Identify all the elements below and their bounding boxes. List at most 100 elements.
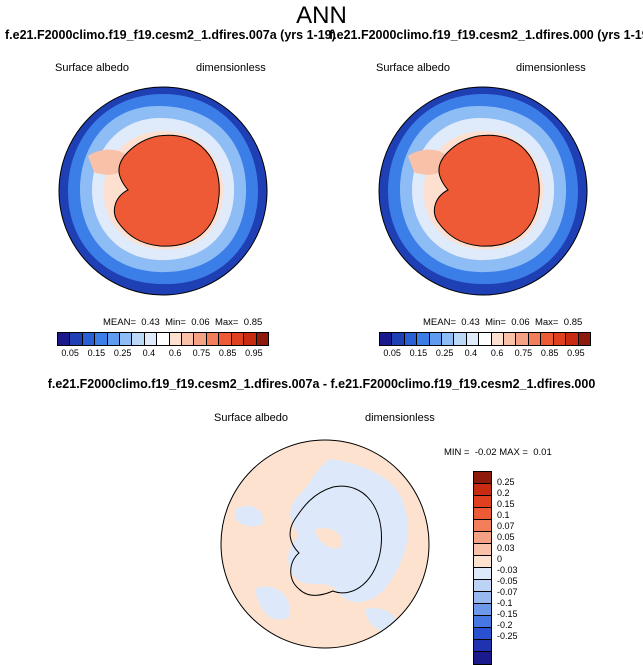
- colorbar-swatch: [169, 333, 183, 345]
- colorbar-tick-label: 0.4: [142, 348, 156, 358]
- colorbar-swatch: [578, 333, 590, 345]
- colorbar-swatch: [474, 640, 491, 652]
- colorbar-swatch: [474, 568, 491, 580]
- colorbar-tick-label: -0.07: [497, 587, 518, 597]
- colorbar-swatch: [392, 333, 405, 345]
- colorbar-swatch: [553, 333, 567, 345]
- colorbar-tick-label: 0.75: [192, 348, 211, 358]
- colorbar-swatch: [206, 333, 220, 345]
- colorbar-tick-label: 0.6: [168, 348, 182, 358]
- diff-polar-map: [220, 439, 430, 649]
- left-variable-label: Surface albedo: [55, 62, 129, 74]
- colorbar-swatch: [474, 508, 491, 520]
- colorbar-tick-label: -0.05: [497, 576, 518, 586]
- colorbar-tick-label: -0.1: [497, 598, 513, 608]
- colorbar-swatch: [231, 333, 245, 345]
- colorbar-tick-label: 0: [497, 554, 503, 564]
- colorbar-tick-label: 0.03: [497, 543, 515, 553]
- colorbar-swatch: [528, 333, 542, 345]
- colorbar-swatch: [244, 333, 257, 345]
- right-colorbar: [379, 332, 591, 346]
- colorbar-swatch: [474, 472, 491, 484]
- colorbar-swatch: [566, 333, 579, 345]
- left-case-title: f.e21.F2000climo.f19_f19.cesm2_1.dfires.…: [5, 28, 336, 42]
- diff-colorbar: [473, 471, 492, 665]
- colorbar-tick-label: 0.95: [245, 348, 263, 358]
- colorbar-swatch: [474, 484, 491, 496]
- colorbar-swatch: [95, 333, 108, 345]
- colorbar-swatch: [442, 333, 455, 345]
- colorbar-swatch: [58, 333, 71, 345]
- right-colorbar-ticks: 0.05 0.15 0.25 0.4 0.6 0.75 0.85 0.95: [379, 348, 589, 360]
- left-stats: MEAN= 0.43 Min= 0.06 Max= 0.85: [103, 317, 263, 328]
- left-polar-map: [58, 86, 268, 296]
- colorbar-tick-label: 0.15: [87, 348, 106, 358]
- colorbar-swatch: [429, 333, 443, 345]
- colorbar-tick-label: -0.03: [497, 565, 518, 575]
- colorbar-tick-label: 0.85: [218, 348, 237, 358]
- right-stats: MEAN= 0.43 Min= 0.06 Max= 0.85: [423, 317, 583, 328]
- colorbar-swatch: [474, 496, 491, 508]
- colorbar-tick-label: 0.05: [383, 348, 401, 358]
- colorbar-tick-label: 0.4: [464, 348, 478, 358]
- colorbar-tick-label: 0.15: [497, 499, 515, 509]
- colorbar-tick-label: 0.25: [113, 348, 132, 358]
- left-colorbar: [57, 332, 269, 346]
- right-case-title: f.e21.F2000climo.f19_f19.cesm2_1.dfires.…: [329, 28, 643, 42]
- colorbar-swatch: [541, 333, 554, 345]
- colorbar-swatch: [194, 333, 207, 345]
- colorbar-swatch: [144, 333, 158, 345]
- colorbar-swatch: [474, 652, 491, 664]
- diff-variable-label: Surface albedo: [214, 412, 288, 424]
- left-colorbar-ticks: 0.05 0.15 0.25 0.4 0.6 0.75 0.85 0.95: [57, 348, 267, 360]
- colorbar-swatch: [132, 333, 145, 345]
- colorbar-swatch: [157, 333, 170, 345]
- colorbar-swatch: [479, 333, 492, 345]
- colorbar-swatch: [474, 592, 491, 604]
- colorbar-tick-label: -0.2: [497, 620, 513, 630]
- right-polar-map: [378, 86, 588, 296]
- colorbar-tick-label: 0.95: [567, 348, 585, 358]
- colorbar-tick-label: -0.25: [497, 631, 518, 641]
- colorbar-swatch: [474, 520, 491, 532]
- colorbar-tick-label: 0.25: [435, 348, 454, 358]
- colorbar-swatch: [219, 333, 232, 345]
- colorbar-swatch: [516, 333, 529, 345]
- colorbar-swatch: [256, 333, 268, 345]
- colorbar-swatch: [182, 333, 195, 345]
- colorbar-tick-label: -0.15: [497, 609, 518, 619]
- diff-stats: MIN = -0.02 MAX = 0.01: [444, 447, 552, 458]
- colorbar-swatch: [474, 616, 491, 628]
- colorbar-swatch: [474, 532, 491, 544]
- figure-title: ANN: [296, 2, 347, 29]
- colorbar-tick-label: 0.6: [490, 348, 504, 358]
- colorbar-tick-label: 0.2: [497, 488, 510, 498]
- colorbar-swatch: [474, 544, 491, 556]
- colorbar-swatch: [474, 604, 491, 616]
- colorbar-tick-label: 0.05: [497, 532, 515, 542]
- colorbar-tick-label: 0.15: [409, 348, 428, 358]
- colorbar-swatch: [504, 333, 517, 345]
- colorbar-swatch: [70, 333, 83, 345]
- colorbar-tick-label: 0.07: [497, 521, 515, 531]
- colorbar-tick-label: 0.05: [61, 348, 79, 358]
- colorbar-swatch: [82, 333, 96, 345]
- colorbar-swatch: [474, 580, 491, 592]
- colorbar-swatch: [120, 333, 133, 345]
- colorbar-swatch: [466, 333, 480, 345]
- colorbar-swatch: [107, 333, 121, 345]
- colorbar-tick-label: 0.1: [497, 510, 510, 520]
- diff-title: f.e21.F2000climo.f19_f19.cesm2_1.dfires.…: [47, 377, 596, 391]
- colorbar-tick-label: 0.25: [497, 477, 515, 487]
- colorbar-tick-label: 0.75: [514, 348, 533, 358]
- colorbar-tick-label: 0.85: [540, 348, 559, 358]
- right-variable-label: Surface albedo: [376, 62, 450, 74]
- left-units-label: dimensionless: [196, 62, 266, 74]
- colorbar-swatch: [417, 333, 430, 345]
- colorbar-swatch: [474, 556, 491, 568]
- colorbar-swatch: [380, 333, 393, 345]
- colorbar-swatch: [474, 628, 491, 640]
- diff-units-label: dimensionless: [365, 412, 435, 424]
- colorbar-swatch: [491, 333, 505, 345]
- colorbar-swatch: [404, 333, 418, 345]
